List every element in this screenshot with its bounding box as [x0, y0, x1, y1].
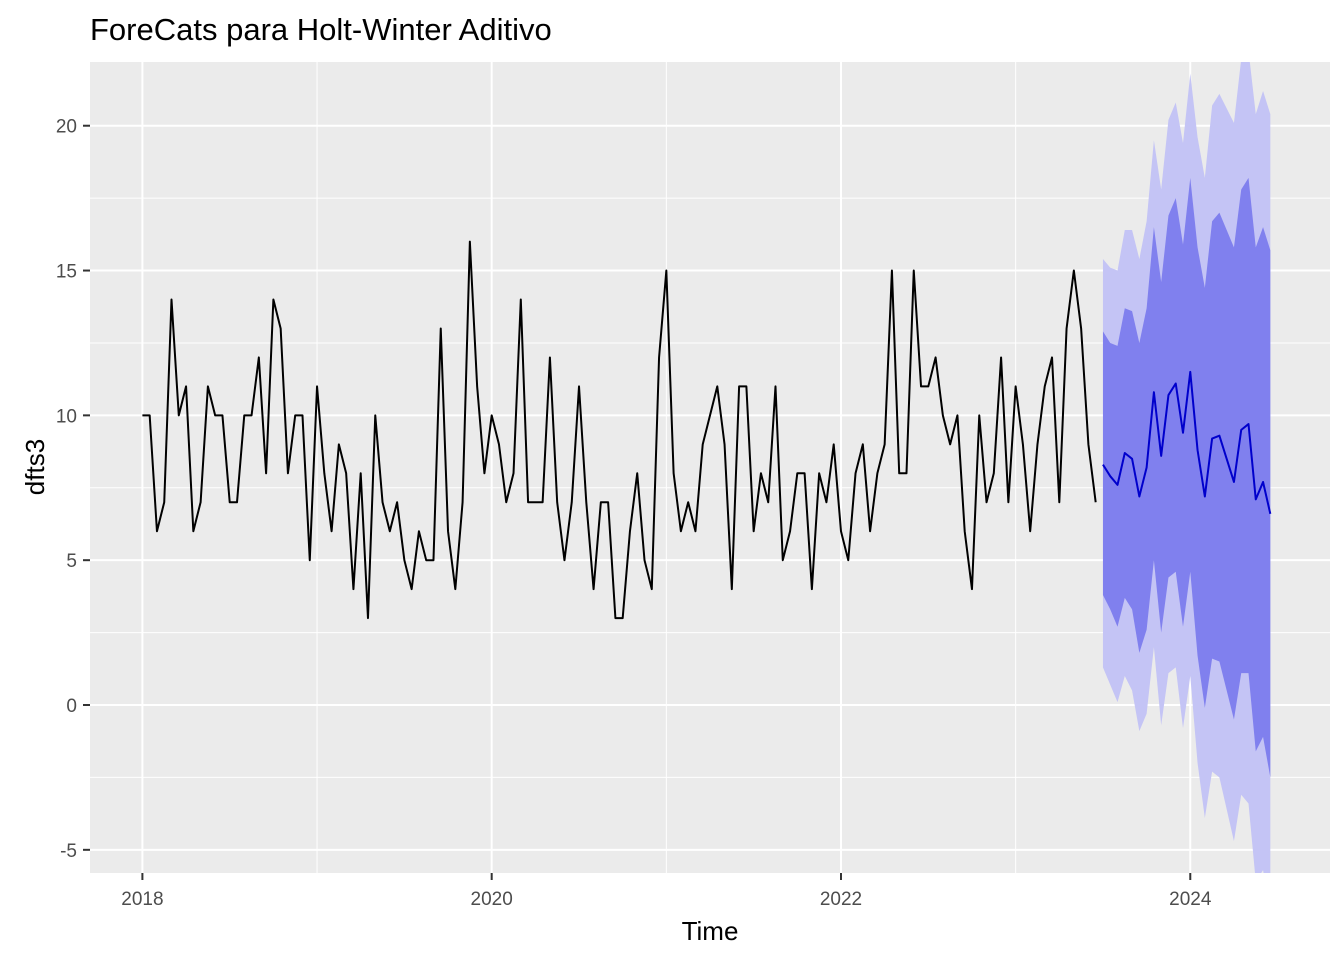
forecast-series	[1102, 370, 1272, 515]
y-tick-label: 5	[66, 551, 77, 572]
x-axis: 2018 2020 2022 2024	[121, 873, 1212, 910]
x-tick-label: 2020	[471, 889, 513, 910]
chart-title: ForeCats para Holt-Winter Aditivo	[90, 12, 552, 47]
y-tick-label: 15	[56, 262, 77, 283]
observed-series	[142, 240, 1097, 620]
x-axis-title: Time	[682, 916, 739, 946]
y-axis: -5 0 5 10 15 20	[56, 117, 90, 862]
prediction-interval-80	[1102, 177, 1271, 778]
forecast-line	[1102, 370, 1272, 515]
x-tick-label: 2018	[121, 889, 163, 910]
y-axis-title: dfts3	[20, 439, 50, 495]
y-tick-label: -5	[60, 841, 77, 862]
observed-line	[142, 240, 1097, 620]
x-tick-label: 2022	[820, 889, 862, 910]
y-tick-label: 10	[56, 406, 77, 427]
interval-80-area	[1102, 177, 1271, 778]
x-tick-label: 2024	[1169, 889, 1212, 910]
y-tick-label: 20	[56, 117, 77, 138]
y-tick-label: 0	[66, 696, 77, 717]
